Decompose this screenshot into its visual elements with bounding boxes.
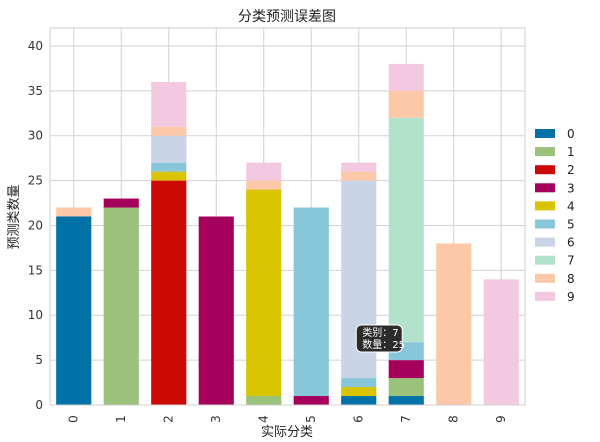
y-tick-label: 25 bbox=[28, 174, 43, 188]
legend-label-9: 9 bbox=[567, 290, 575, 304]
tooltip: 类别：7数量：25 bbox=[355, 324, 405, 353]
bar-segment-cat2-series5[interactable] bbox=[151, 162, 187, 172]
bar-segment-cat2-series2[interactable] bbox=[151, 180, 187, 405]
bar-segment-cat7-series1[interactable] bbox=[388, 378, 424, 397]
legend: 0 1 2 3 4 5 6 7 8 9 bbox=[535, 127, 575, 304]
y-tick-label: 5 bbox=[35, 353, 43, 367]
x-tick-label: 4 bbox=[256, 415, 270, 423]
y-tick-label: 20 bbox=[28, 218, 43, 232]
legend-swatch-4[interactable] bbox=[535, 201, 555, 211]
bar-segment-cat2-series4[interactable] bbox=[151, 171, 187, 181]
legend-swatch-0[interactable] bbox=[535, 129, 555, 138]
y-axis-title: 预测类数量 bbox=[7, 184, 22, 249]
bar-segment-cat8-series8[interactable] bbox=[436, 243, 472, 405]
legend-swatch-8[interactable] bbox=[535, 273, 555, 283]
bar-segment-cat9-series9[interactable] bbox=[483, 279, 519, 405]
bar-segment-cat6-series0[interactable] bbox=[341, 396, 377, 405]
bar-segment-cat0-series8[interactable] bbox=[56, 207, 92, 217]
legend-label-4: 4 bbox=[567, 199, 575, 213]
bar-segment-cat7-series8[interactable] bbox=[388, 90, 424, 118]
bar-segment-cat6-series4[interactable] bbox=[341, 387, 377, 397]
x-tick-label: 5 bbox=[304, 415, 318, 423]
bar-segment-cat7-series0[interactable] bbox=[388, 396, 424, 405]
plot-frame bbox=[49, 27, 526, 406]
legend-swatch-5[interactable] bbox=[535, 219, 555, 229]
bar-segment-cat4-series4[interactable] bbox=[246, 189, 282, 397]
legend-label-1: 1 bbox=[567, 145, 575, 159]
y-tick-label: 30 bbox=[28, 129, 43, 143]
tooltip-line-count: 数量：25 bbox=[362, 338, 405, 351]
legend-label-0: 0 bbox=[567, 127, 575, 141]
x-tick-label: 6 bbox=[351, 415, 365, 423]
x-axis-title: 实际分类 bbox=[261, 425, 313, 440]
bar-segment-cat5-series5[interactable] bbox=[293, 207, 329, 397]
legend-label-5: 5 bbox=[567, 218, 575, 232]
y-tick-label: 10 bbox=[28, 308, 43, 322]
bar-segment-cat7-series3[interactable] bbox=[388, 360, 424, 379]
legend-label-2: 2 bbox=[567, 163, 575, 177]
y-tick-label: 40 bbox=[28, 39, 43, 53]
x-tick-label: 3 bbox=[209, 415, 223, 423]
bar-segment-cat4-series9[interactable] bbox=[246, 162, 282, 181]
bar-segment-cat4-series8[interactable] bbox=[246, 180, 282, 190]
bars bbox=[56, 63, 519, 406]
legend-swatch-6[interactable] bbox=[535, 237, 555, 247]
legend-swatch-9[interactable] bbox=[535, 291, 555, 301]
x-tick-label: 2 bbox=[161, 415, 175, 423]
bar-segment-cat7-series7[interactable] bbox=[388, 117, 424, 343]
bar-segment-cat1-series3[interactable] bbox=[103, 198, 139, 208]
x-tick-label: 8 bbox=[446, 415, 460, 423]
bar-segment-cat6-series5[interactable] bbox=[341, 378, 377, 388]
legend-label-7: 7 bbox=[567, 254, 575, 268]
x-tick-label: 1 bbox=[114, 415, 128, 423]
legend-label-6: 6 bbox=[567, 236, 575, 250]
x-tick-label: 9 bbox=[494, 415, 508, 423]
x-tick-label: 0 bbox=[66, 415, 80, 423]
bar-segment-cat2-series6[interactable] bbox=[151, 135, 187, 163]
bar-segment-cat2-series9[interactable] bbox=[151, 81, 187, 127]
bar-segment-cat5-series3[interactable] bbox=[293, 396, 329, 405]
y-tick-label: 15 bbox=[28, 263, 43, 277]
chart-title: 分类预测误差图 bbox=[238, 9, 336, 25]
bar-segment-cat1-series1[interactable] bbox=[103, 207, 139, 405]
legend-swatch-3[interactable] bbox=[535, 183, 555, 193]
legend-swatch-1[interactable] bbox=[535, 147, 555, 157]
legend-swatch-7[interactable] bbox=[535, 255, 555, 265]
axes: 0 5 10 15 20 25 30 35 40 0 1 2 3 4 5 6 7 8 9 bbox=[28, 27, 526, 423]
bar-segment-cat0-series0[interactable] bbox=[56, 216, 92, 406]
bar-segment-cat6-series9[interactable] bbox=[341, 162, 377, 172]
bar-segment-cat3-series3[interactable] bbox=[198, 216, 234, 406]
tooltip-line-category: 类别：7 bbox=[362, 326, 398, 339]
legend-swatch-2[interactable] bbox=[535, 165, 555, 175]
legend-label-8: 8 bbox=[567, 272, 575, 286]
tooltip-box bbox=[355, 324, 403, 353]
legend-label-3: 3 bbox=[567, 181, 575, 195]
bar-segment-cat7-series9[interactable] bbox=[388, 63, 424, 91]
bar-segment-cat6-series8[interactable] bbox=[341, 171, 377, 181]
y-tick-label: 35 bbox=[28, 84, 43, 98]
bar-segment-cat2-series8[interactable] bbox=[151, 126, 187, 136]
x-tick-label: 7 bbox=[399, 415, 413, 423]
bar-segment-cat4-series1[interactable] bbox=[246, 396, 282, 405]
y-tick-label: 0 bbox=[35, 398, 43, 412]
